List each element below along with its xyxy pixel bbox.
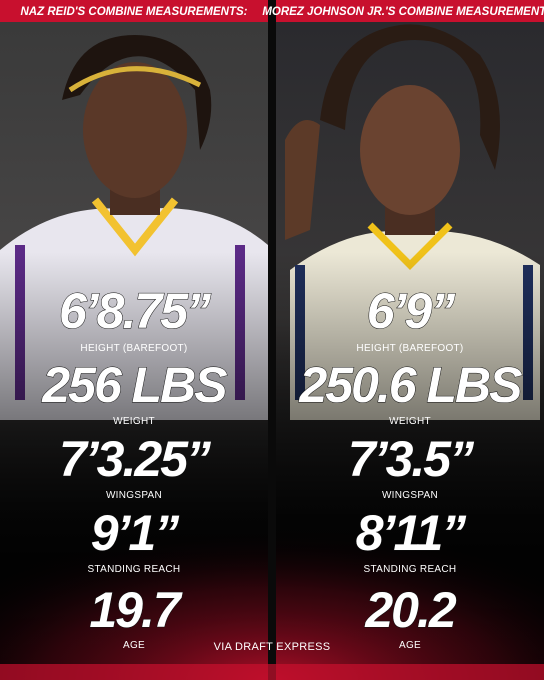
stat-value: 19.7 [89,582,183,638]
divider [268,0,276,680]
stat-value: 256 LBS [41,357,227,413]
stat-value: 7’3.25” [59,431,211,487]
stat-label: STANDING REACH [88,564,181,575]
stat-label: WEIGHT [113,416,155,427]
stat-label: HEIGHT (BAREFOOT) [80,343,187,354]
stat-value: 8’11” [356,505,467,561]
source-credit: VIA DRAFT EXPRESS [214,641,331,653]
stat-label: STANDING REACH [364,564,457,575]
left-header: NAZ REID'S COMBINE MEASUREMENTS: [21,6,248,18]
stat-label: AGE [123,640,145,651]
stat-value: 9’1” [91,505,180,561]
right-header: MOREZ JOHNSON JR.'S COMBINE MEASUREMENTS… [262,6,544,18]
stat-label: WINGSPAN [106,490,162,501]
stat-label: HEIGHT (BAREFOOT) [356,343,463,354]
stat-label: WINGSPAN [382,490,438,501]
stat-value: 7’3.5” [348,431,474,487]
stat-value: 20.2 [364,582,457,638]
bottom-bar [0,664,544,680]
stat-label: WEIGHT [389,416,431,427]
stat-value: 6’8.75” [59,283,211,339]
stat-label: AGE [399,640,421,651]
stat-value: 250.6 LBS [298,357,522,413]
stat-value: 6’9” [367,283,456,339]
